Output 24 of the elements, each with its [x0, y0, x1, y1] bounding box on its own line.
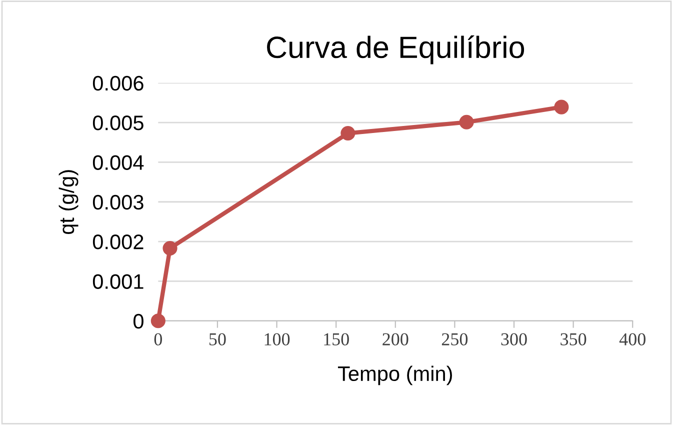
- point: [150, 314, 166, 328]
- y-tick-label: 0: [133, 314, 144, 329]
- y-tick-label: 0.006: [92, 76, 144, 91]
- y-tick-label: 0.004: [92, 155, 144, 170]
- point: [162, 241, 178, 256]
- x-tick-label: 0: [154, 333, 162, 346]
- point: [459, 114, 474, 130]
- x-tick-label: 350: [560, 333, 586, 346]
- x-tick-label: 300: [501, 333, 527, 346]
- y-tick-label: 0.003: [92, 194, 144, 210]
- x-tick-label: 50: [209, 333, 226, 346]
- y-tick-label: 0.002: [92, 234, 144, 250]
- x-tick-label: 100: [264, 333, 290, 346]
- x-tick-label: 250: [442, 333, 468, 346]
- point: [340, 126, 356, 141]
- x-tick-label: 200: [382, 333, 408, 346]
- point: [554, 100, 569, 114]
- x-tick-label: 400: [619, 333, 646, 346]
- chart-title: Curva de Equilíbrio: [267, 35, 524, 64]
- y-tick-label: 0.005: [92, 116, 144, 130]
- x-axis-title: Tempo (min): [338, 366, 452, 386]
- y-axis-title: qt (g/g): [58, 170, 78, 234]
- y-tick-label: 0.001: [92, 274, 144, 289]
- x-tick-label: 150: [324, 333, 349, 346]
